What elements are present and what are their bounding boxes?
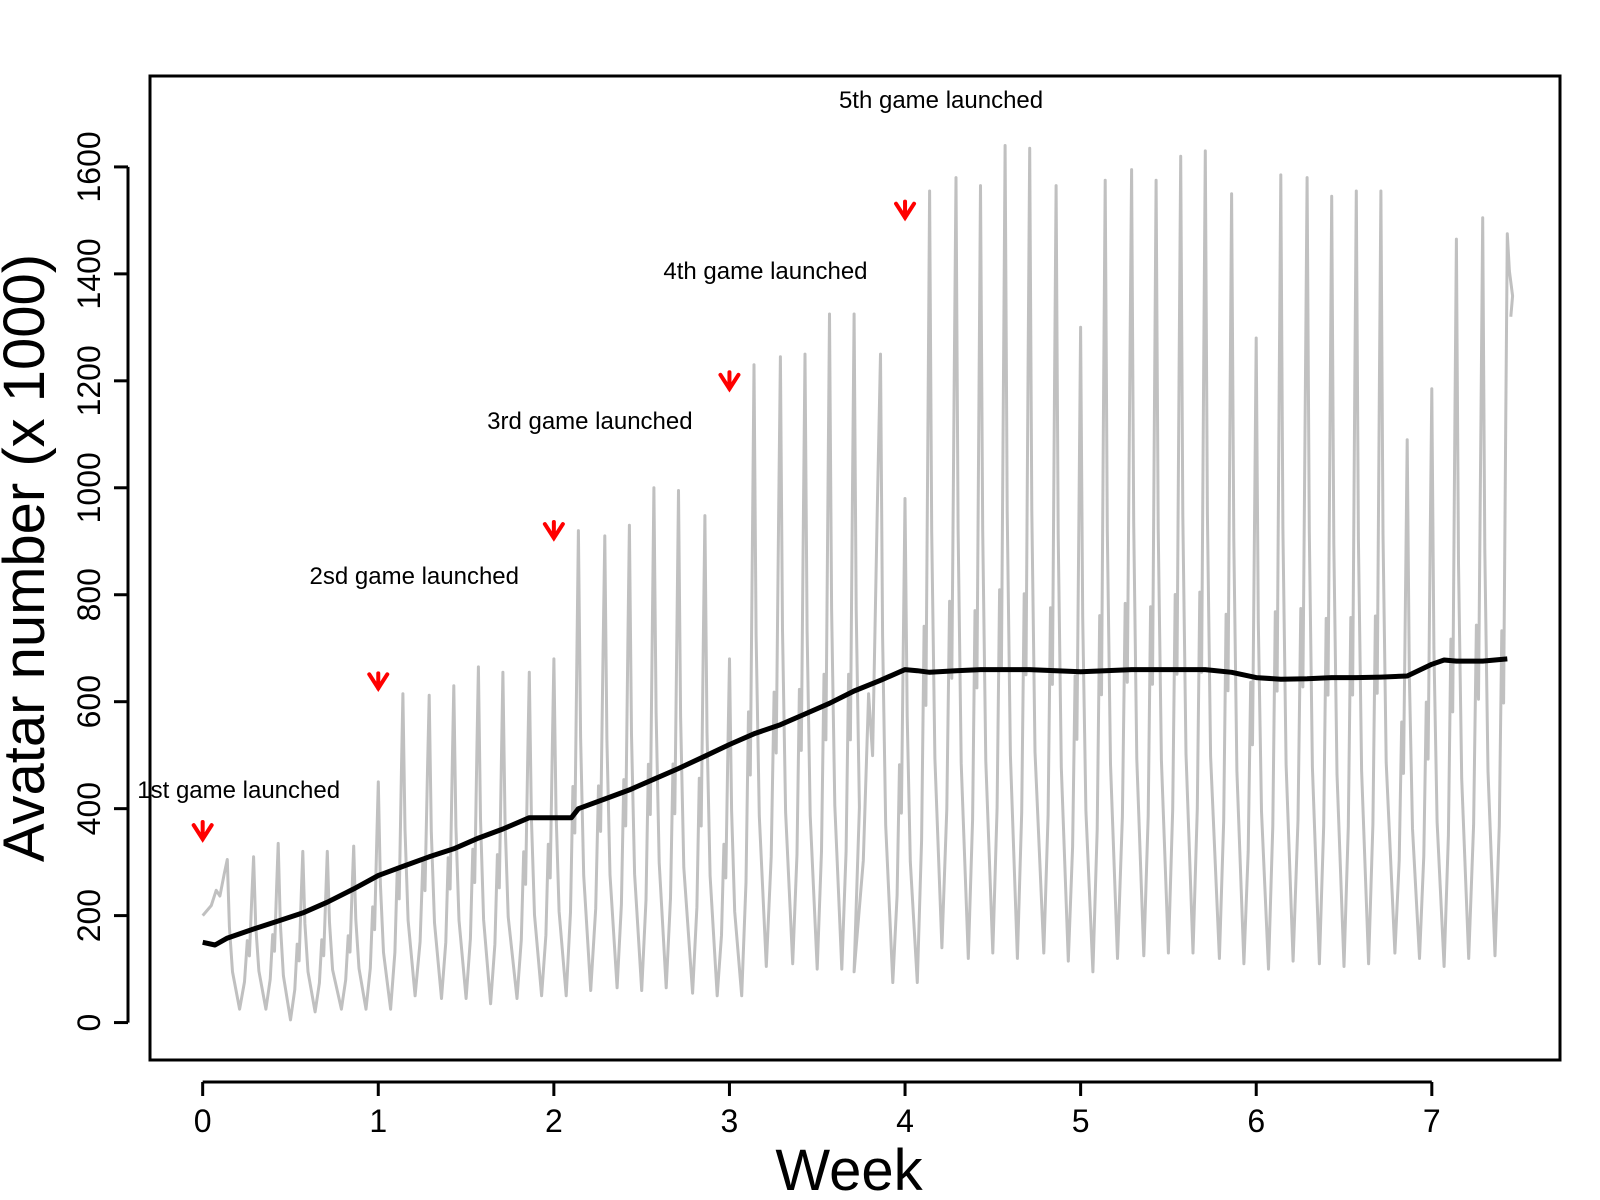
annotation-arrow: [894, 199, 917, 222]
plot-frame: [148, 74, 1562, 1062]
raw-series-line: [201, 144, 1515, 1022]
y-tick-label: 1400: [71, 238, 107, 309]
annotation-label: 5th game launched: [839, 87, 1043, 114]
x-tick-label: 6: [1247, 1103, 1265, 1139]
annotation-label: 4th game launched: [663, 258, 867, 285]
x-tick-label: 1: [369, 1103, 387, 1139]
annotation-arrow: [718, 370, 741, 393]
y-tick-label: 200: [71, 889, 107, 942]
annotation-arrow: [542, 520, 565, 542]
y-axis: 0 200 400 600 800 1000 1200 1400 1600: [71, 131, 130, 1032]
annotation-arrow: [191, 820, 214, 843]
annotations-layer: 1st game launched 2sd game launched 3rd ga…: [137, 87, 1043, 843]
x-axis: 0 1 2 3 4 5 6 7: [194, 1080, 1441, 1139]
trend-series-line: [202, 656, 1508, 948]
annotation-label: 1st game launched: [137, 777, 340, 804]
y-tick-label: 400: [71, 782, 107, 835]
annotation-label: 2sd game launched: [310, 563, 519, 590]
y-tick-label: 1200: [71, 345, 107, 416]
y-tick-label: 1000: [71, 452, 107, 523]
y-tick-label: 800: [71, 568, 107, 621]
x-tick-label: 3: [721, 1103, 739, 1139]
annotation-arrow: [367, 671, 390, 693]
x-tick-label: 0: [194, 1103, 212, 1139]
x-axis-title: Week: [775, 1138, 923, 1200]
trend-series-layer: [202, 656, 1508, 948]
x-tick-label: 5: [1072, 1103, 1090, 1139]
y-tick-label: 1600: [71, 131, 107, 202]
y-tick-label: 0: [71, 1014, 107, 1032]
x-tick-label: 7: [1423, 1103, 1441, 1139]
x-tick-label: 2: [545, 1103, 563, 1139]
y-tick-label: 600: [71, 675, 107, 728]
y-axis-title: Avatar number (x 1000): [0, 254, 57, 862]
annotation-label: 3rd game launched: [487, 408, 692, 435]
raw-series-layer: [201, 144, 1515, 1022]
x-tick-label: 4: [896, 1103, 914, 1139]
